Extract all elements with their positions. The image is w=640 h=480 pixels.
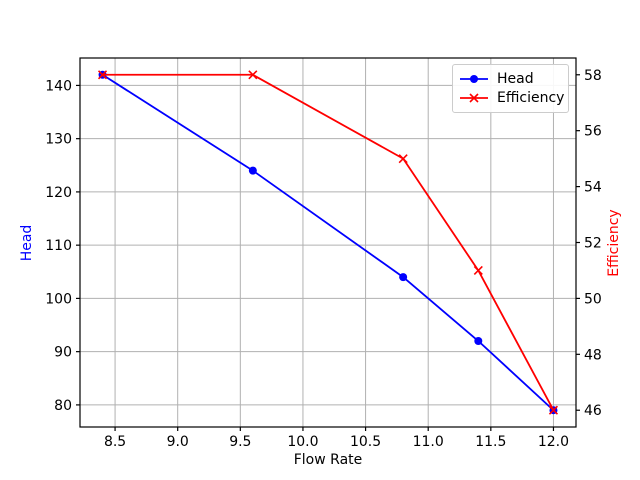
- svg-text:120: 120: [45, 185, 72, 201]
- legend: Head Efficiency: [452, 64, 569, 113]
- legend-label-head: Head: [497, 71, 534, 87]
- series-head: [98, 70, 558, 415]
- svg-text:9.5: 9.5: [229, 434, 251, 450]
- svg-text:11.0: 11.0: [413, 434, 444, 450]
- svg-text:58: 58: [584, 68, 602, 84]
- svg-text:12.0: 12.0: [538, 434, 569, 450]
- svg-text:11.5: 11.5: [475, 434, 506, 450]
- head-line-marker-icon: [460, 75, 488, 83]
- legend-label-efficiency: Efficiency: [497, 90, 565, 106]
- y-axis-label-right: Efficiency: [606, 209, 622, 277]
- svg-text:8.5: 8.5: [104, 434, 126, 450]
- svg-text:52: 52: [584, 236, 602, 252]
- svg-text:9.0: 9.0: [167, 434, 189, 450]
- svg-text:50: 50: [584, 291, 602, 307]
- svg-text:48: 48: [584, 347, 602, 363]
- svg-text:80: 80: [54, 398, 72, 414]
- legend-item-head: Head: [459, 70, 560, 88]
- svg-text:90: 90: [54, 345, 72, 361]
- series-efficiency: [97, 70, 559, 415]
- y-axis-label-left: Head: [19, 224, 35, 262]
- svg-text:54: 54: [584, 180, 602, 196]
- svg-text:46: 46: [584, 403, 602, 419]
- svg-text:110: 110: [45, 238, 72, 254]
- svg-text:100: 100: [45, 291, 72, 307]
- x-axis-label: Flow Rate: [293, 452, 363, 468]
- svg-text:56: 56: [584, 124, 602, 140]
- svg-text:140: 140: [45, 78, 72, 94]
- legend-item-efficiency: Efficiency: [459, 89, 564, 107]
- svg-text:10.0: 10.0: [287, 434, 318, 450]
- efficiency-line-marker-icon: [460, 93, 488, 103]
- svg-text:130: 130: [45, 132, 72, 148]
- svg-text:10.5: 10.5: [350, 434, 381, 450]
